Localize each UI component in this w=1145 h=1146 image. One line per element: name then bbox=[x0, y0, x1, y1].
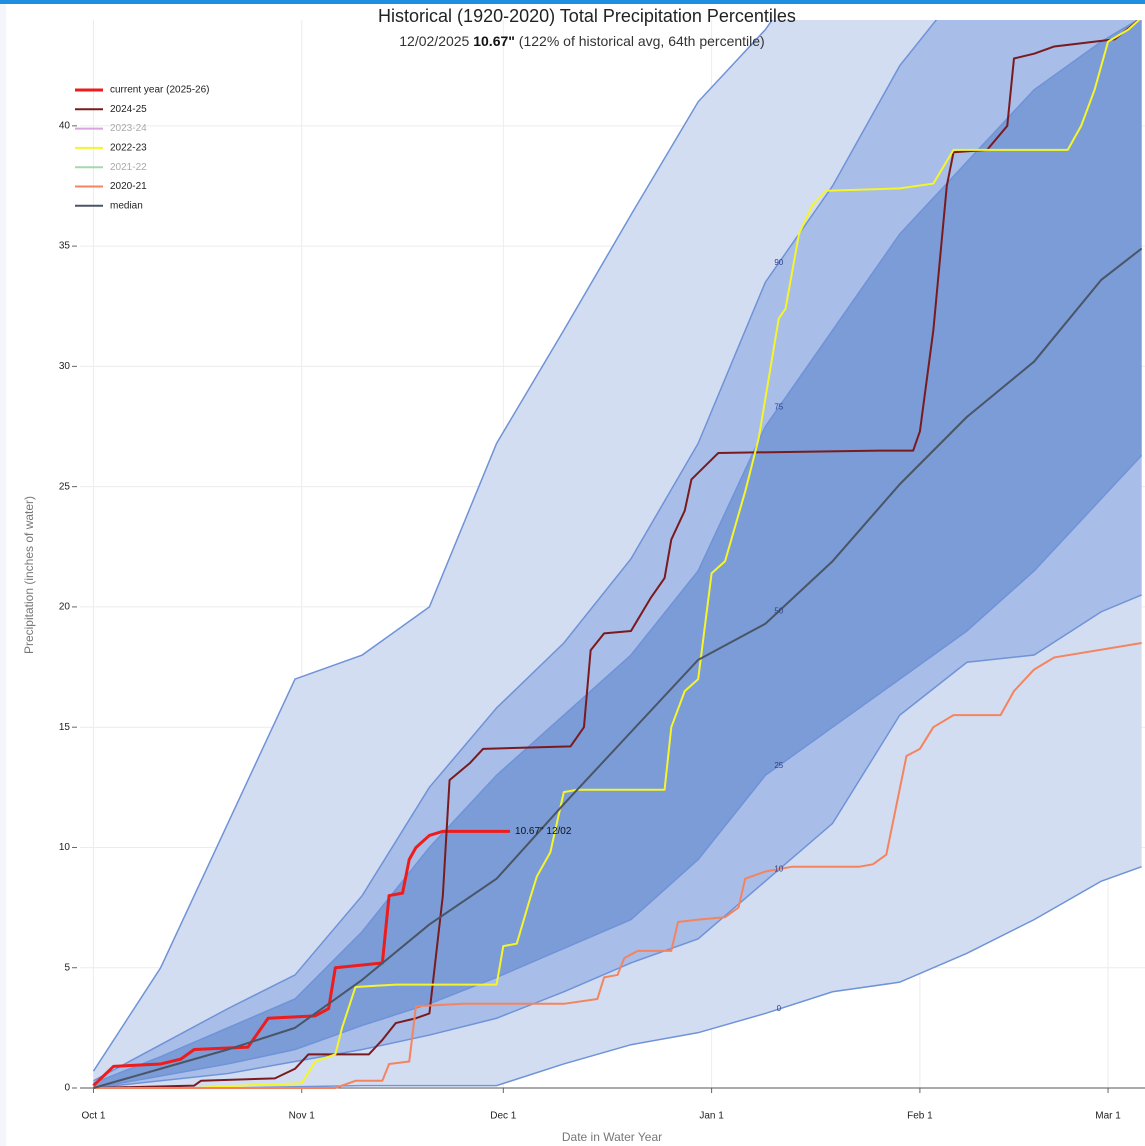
percentile-edge bbox=[93, 594, 1142, 1089]
legend-label: 2020-21 bbox=[110, 181, 147, 192]
subtitle-date: 12/02/2025 bbox=[399, 33, 469, 49]
percentile-label: 90 bbox=[774, 258, 783, 267]
percentile-edge bbox=[93, 454, 1143, 1089]
legend-label: 2023-24 bbox=[110, 123, 147, 134]
legend-label: median bbox=[110, 200, 143, 211]
percentile-label: 10 bbox=[774, 865, 783, 874]
y-tick-label: 20 bbox=[59, 602, 71, 613]
y-tick-label: 0 bbox=[64, 1083, 70, 1094]
series-line bbox=[93, 247, 1143, 1089]
y-tick-label: 25 bbox=[59, 481, 71, 492]
x-tick-label: Jan 1 bbox=[699, 1111, 724, 1122]
subtitle-value: 10.67" bbox=[473, 33, 515, 49]
legend-label: 2022-23 bbox=[110, 143, 147, 154]
y-tick-label: 10 bbox=[59, 842, 71, 853]
percentile-label: 50 bbox=[774, 606, 783, 615]
x-tick-label: Nov 1 bbox=[289, 1111, 316, 1122]
legend-label: 2024-25 bbox=[110, 104, 147, 115]
percentile-label: 75 bbox=[774, 402, 783, 411]
y-tick-label: 40 bbox=[59, 120, 71, 131]
legend-label: 2021-22 bbox=[110, 162, 147, 173]
percentile-edge bbox=[93, 20, 1140, 1084]
percentile-label: 0 bbox=[777, 1004, 782, 1013]
y-tick-label: 5 bbox=[64, 962, 70, 973]
x-tick-label: Mar 1 bbox=[1095, 1111, 1121, 1122]
x-tick-label: Feb 1 bbox=[907, 1111, 933, 1122]
y-tick-label: 15 bbox=[59, 722, 71, 733]
y-tick-label: 30 bbox=[59, 361, 71, 372]
end-annotation: 10.67" 12/02 bbox=[515, 826, 572, 837]
percentile-band bbox=[93, 20, 1142, 1088]
series-line bbox=[93, 642, 1142, 1089]
x-tick-label: Oct 1 bbox=[81, 1111, 105, 1122]
percentile-edge bbox=[92, 20, 773, 1072]
series-line bbox=[92, 829, 511, 1087]
x-tick-label: Dec 1 bbox=[490, 1111, 517, 1122]
chart-subtitle: 12/02/2025 10.67" (122% of historical av… bbox=[399, 33, 764, 49]
y-tick-label: 35 bbox=[59, 241, 71, 252]
series-line bbox=[93, 20, 1141, 1089]
y-axis-label: Precipitation (inches of water) bbox=[22, 496, 36, 654]
top-border bbox=[0, 0, 1145, 4]
chart-title: Historical (1920-2020) Total Precipitati… bbox=[378, 6, 796, 26]
side-strip bbox=[0, 4, 6, 1146]
x-axis-label: Date in Water Year bbox=[562, 1130, 662, 1144]
legend-label: current year (2025-26) bbox=[110, 85, 210, 96]
percentile-edge bbox=[93, 20, 938, 1082]
subtitle-rest: (122% of historical avg, 64th percentile… bbox=[519, 33, 765, 49]
percentile-label: 25 bbox=[774, 761, 783, 770]
